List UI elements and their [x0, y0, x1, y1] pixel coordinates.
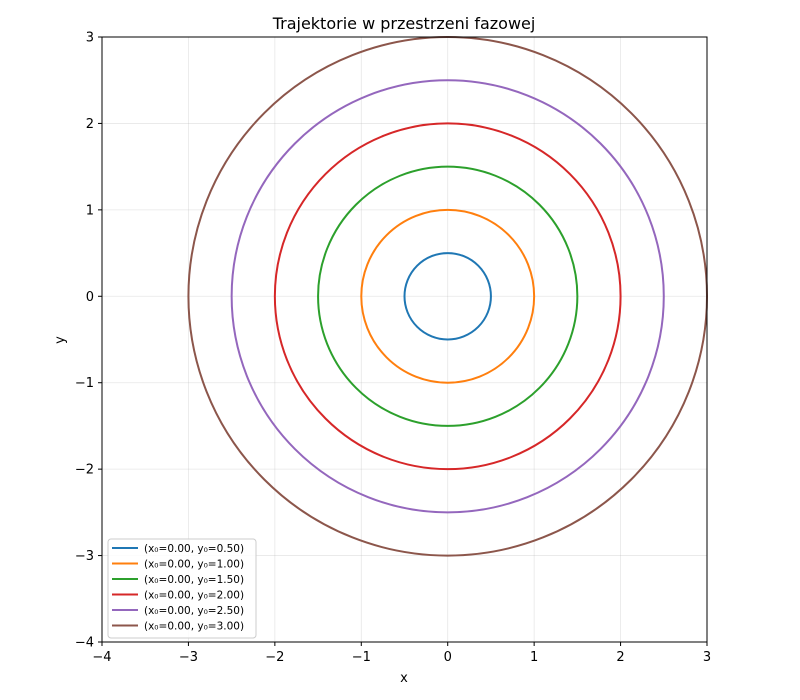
legend-label: (x₀=0.00, y₀=2.00) — [144, 589, 244, 601]
legend-label: (x₀=0.00, y₀=0.50) — [144, 543, 244, 555]
legend-box — [107, 538, 257, 639]
y-tick-label: 2 — [86, 117, 94, 132]
x-axis-label: x — [400, 671, 408, 686]
legend-label: (x₀=0.00, y₀=2.50) — [144, 605, 244, 617]
x-tick-label: −1 — [352, 650, 371, 665]
series-line-4 — [273, 122, 622, 471]
legend-label: (x₀=0.00, y₀=1.00) — [144, 558, 244, 570]
series-line-3 — [317, 165, 579, 427]
series-line-1 — [403, 252, 492, 341]
y-tick-label: 1 — [86, 203, 94, 218]
y-tick-label: 0 — [86, 290, 94, 305]
x-tick-label: 3 — [703, 650, 711, 665]
y-tick-label: −4 — [75, 636, 94, 651]
y-axis-label: y — [53, 336, 68, 344]
x-tick-label: −4 — [92, 650, 111, 665]
legend-label: (x₀=0.00, y₀=3.00) — [144, 620, 244, 632]
ticks: −4 −3 −2 −1 0 1 2 3 −4 −3 −2 −1 0 1 2 3 — [75, 31, 711, 666]
x-tick-label: −2 — [265, 650, 284, 665]
y-tick-label: −2 — [75, 463, 94, 478]
series-line-2 — [360, 208, 536, 384]
x-tick-label: 0 — [444, 650, 452, 665]
y-tick-label: −1 — [75, 376, 94, 391]
x-tick-label: −3 — [179, 650, 198, 665]
legend: (x₀=0.00, y₀=0.50) (x₀=0.00, y₀=1.00) (x₀=… — [107, 538, 257, 639]
x-tick-label: 2 — [616, 650, 624, 665]
legend-label: (x₀=0.00, y₀=1.50) — [144, 574, 244, 586]
y-tick-label: −3 — [75, 549, 94, 564]
chart-title: Trajektorie w przestrzeni fazowej — [272, 14, 536, 33]
y-tick-label: 3 — [86, 31, 94, 46]
series-line-5 — [230, 79, 665, 514]
plot-frame — [101, 36, 708, 643]
x-tick-label: 1 — [530, 650, 538, 665]
